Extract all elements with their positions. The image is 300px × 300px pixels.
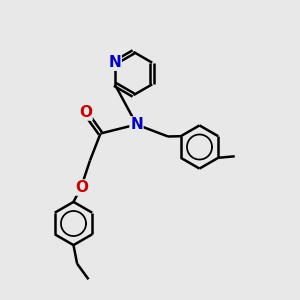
- Text: O: O: [75, 180, 88, 195]
- Text: N: N: [130, 117, 143, 132]
- Text: N: N: [108, 55, 121, 70]
- Text: O: O: [79, 105, 92, 120]
